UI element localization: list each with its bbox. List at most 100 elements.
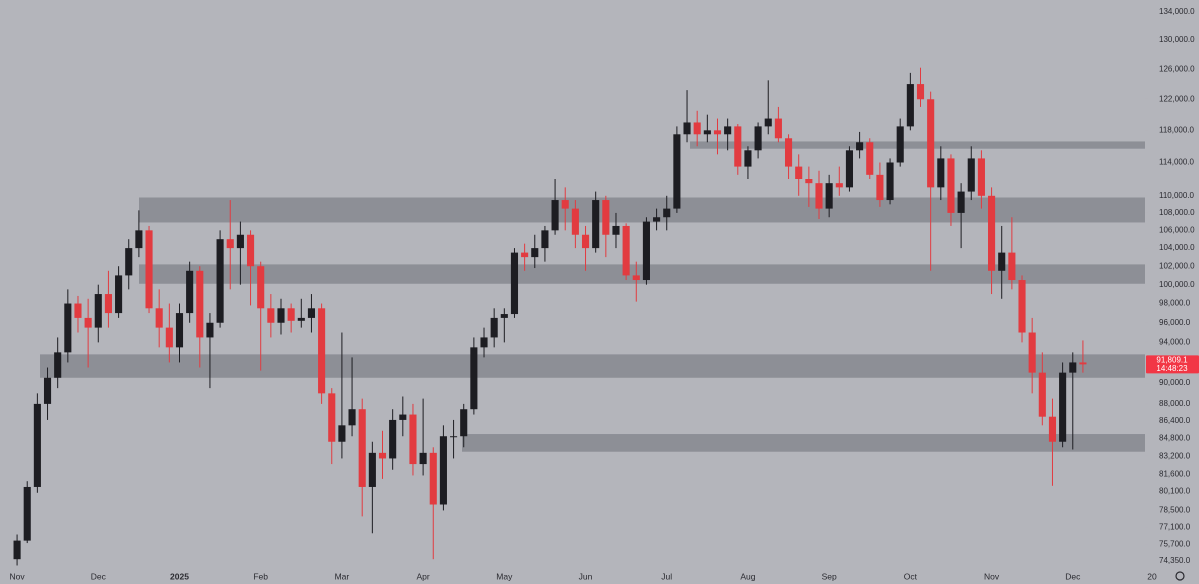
x-tick-label: 2025 [170, 571, 189, 581]
y-tick-label: 94,000.0 [1159, 337, 1191, 346]
candle-body [825, 183, 833, 209]
x-tick-label: Nov [10, 571, 26, 581]
candle-body [1059, 372, 1067, 442]
candle-body [196, 270, 204, 338]
candle-body [876, 174, 884, 201]
candle-body [561, 200, 569, 209]
candle-body [1038, 372, 1046, 417]
y-tick-label: 106,000.0 [1159, 225, 1195, 234]
candle-body [409, 414, 417, 465]
candle-body [226, 239, 234, 249]
candle-body [612, 225, 620, 235]
last-price-box [1146, 355, 1199, 374]
price-zone [139, 197, 1145, 223]
candle-body [795, 166, 803, 179]
candle-body [348, 409, 356, 426]
candle-body [23, 486, 31, 541]
candle-body [927, 99, 935, 188]
candle-body [94, 294, 102, 328]
x-tick-label: 20 [1147, 571, 1157, 581]
candle-body [581, 234, 590, 249]
candle-body [500, 314, 508, 318]
candle-body [592, 200, 600, 249]
x-tick-label: Dec [1065, 571, 1081, 581]
x-tick-label: Sep [822, 571, 837, 581]
candle-body [216, 239, 224, 323]
candle-body [551, 200, 559, 231]
price-zone [690, 141, 1145, 149]
candle-body [378, 452, 387, 459]
candle-body [145, 230, 153, 309]
candle-body [1048, 416, 1057, 442]
y-tick-label: 81,600.0 [1159, 469, 1191, 478]
candle-body [439, 436, 447, 505]
y-tick-label: 75,700.0 [1159, 539, 1191, 548]
candle-body [957, 191, 965, 213]
candle-body [977, 158, 985, 196]
candle-body [673, 134, 681, 209]
candle-body [1018, 280, 1026, 333]
candle-body [805, 178, 813, 184]
candle-body [419, 452, 427, 465]
candle-body [713, 130, 722, 135]
candle-body [297, 317, 305, 321]
y-tick-label: 110,000.0 [1159, 191, 1195, 200]
y-tick-label: 77,100.0 [1159, 522, 1191, 531]
candle-body [135, 230, 143, 249]
x-tick-label: May [496, 571, 513, 581]
candle-body [703, 130, 711, 135]
x-tick-label: Apr [416, 571, 429, 581]
x-tick-label: Mar [335, 571, 350, 581]
candle-body [947, 158, 955, 213]
countdown-label: 14:48:23 [1156, 364, 1188, 373]
candle-body [165, 327, 173, 348]
y-tick-label: 102,000.0 [1159, 261, 1195, 270]
candle-body [318, 308, 326, 394]
candle-body [866, 142, 874, 175]
candle-body [541, 230, 549, 249]
candle-body [125, 248, 133, 276]
candle-body [480, 337, 488, 348]
price-zone [462, 434, 1145, 452]
settings-gear[interactable] [1175, 571, 1185, 581]
y-tick-label: 108,000.0 [1159, 208, 1195, 217]
y-tick-label: 98,000.0 [1159, 299, 1191, 308]
last-price-label: 91,809.1 [1156, 355, 1188, 364]
candle-body [104, 294, 112, 314]
settings-icon[interactable] [1175, 571, 1185, 581]
y-tick-label: 118,000.0 [1159, 125, 1195, 134]
x-tick-label: Jul [661, 571, 672, 581]
candle-body [389, 419, 397, 459]
candle-body [632, 275, 640, 281]
candle-body [236, 234, 244, 249]
candle-body [693, 122, 701, 135]
candle-body [307, 308, 316, 318]
candle-body [856, 142, 864, 151]
candle-body [886, 162, 894, 201]
candle-body [277, 308, 285, 323]
y-tick-label: 114,000.0 [1159, 158, 1195, 167]
candle-body [490, 317, 498, 338]
y-tick-label: 74,350.0 [1159, 556, 1191, 565]
y-tick-label: 126,000.0 [1159, 64, 1195, 73]
y-tick-label: 122,000.0 [1159, 94, 1195, 103]
candle-body [937, 158, 945, 188]
candle-body [328, 393, 336, 442]
candle-body [531, 248, 539, 258]
candle-body [33, 403, 41, 487]
candle-body [724, 126, 732, 135]
candle-body [642, 221, 650, 281]
candle-body [175, 313, 184, 348]
y-tick-label: 80,100.0 [1159, 487, 1191, 496]
y-tick-label: 130,000.0 [1159, 35, 1195, 44]
candle-body [906, 84, 914, 127]
price-zone [40, 354, 1145, 378]
candle-body [84, 317, 92, 328]
candle-body [622, 225, 630, 276]
candle-body [602, 200, 610, 235]
candle-body [338, 425, 346, 442]
candle-body [206, 322, 214, 338]
candle-body [734, 126, 742, 167]
candle-body [998, 252, 1006, 271]
